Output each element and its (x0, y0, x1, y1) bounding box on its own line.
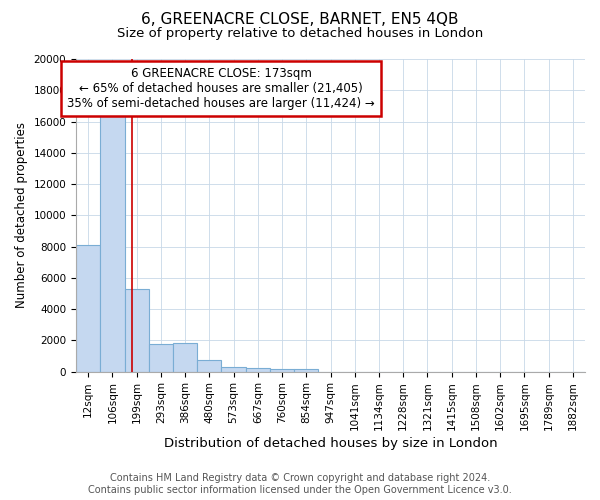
Bar (221, 367, 245, 372)
Bar (294, 369, 319, 372)
Bar (197, 360, 221, 372)
Bar (149, 344, 173, 372)
Bar (270, 369, 294, 372)
Text: Size of property relative to detached houses in London: Size of property relative to detached ho… (117, 28, 483, 40)
Text: Contains HM Land Registry data © Crown copyright and database right 2024.
Contai: Contains HM Land Registry data © Crown c… (88, 474, 512, 495)
Bar (125, 288, 149, 372)
Bar (100, 112, 125, 372)
X-axis label: Distribution of detached houses by size in London: Distribution of detached houses by size … (164, 437, 497, 450)
Y-axis label: Number of detached properties: Number of detached properties (15, 122, 28, 308)
Bar (245, 368, 270, 372)
Bar (76, 245, 100, 372)
Bar (173, 344, 197, 371)
Text: 6, GREENACRE CLOSE, BARNET, EN5 4QB: 6, GREENACRE CLOSE, BARNET, EN5 4QB (141, 12, 459, 28)
Text: 6 GREENACRE CLOSE: 173sqm
← 65% of detached houses are smaller (21,405)
35% of s: 6 GREENACRE CLOSE: 173sqm ← 65% of detac… (67, 67, 375, 110)
